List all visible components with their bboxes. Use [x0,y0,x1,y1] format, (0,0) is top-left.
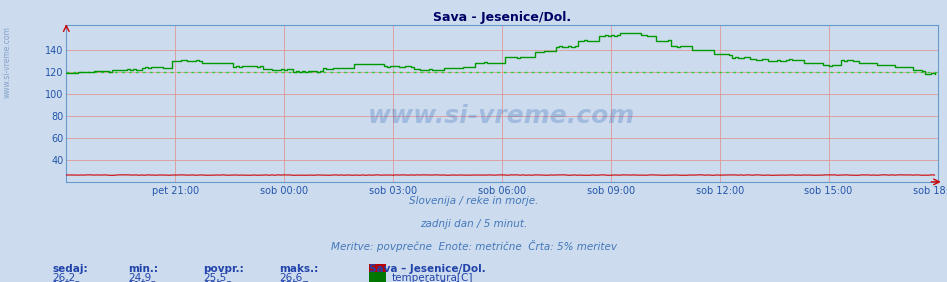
Text: 113,3: 113,3 [128,281,158,282]
Text: 153,7: 153,7 [279,281,310,282]
Text: 26,2: 26,2 [52,273,76,282]
Text: 26,6: 26,6 [279,273,303,282]
Text: temperatura[C]: temperatura[C] [392,273,474,282]
Text: zadnji dan / 5 minut.: zadnji dan / 5 minut. [420,219,527,229]
Text: Meritve: povprečne  Enote: metrične  Črta: 5% meritev: Meritve: povprečne Enote: metrične Črta:… [331,240,616,252]
Text: www.si-vreme.com: www.si-vreme.com [3,26,12,98]
Text: maks.:: maks.: [279,264,318,274]
Text: www.si-vreme.com: www.si-vreme.com [368,104,635,128]
Text: 25,5: 25,5 [204,273,227,282]
Text: sedaj:: sedaj: [52,264,88,274]
Text: min.:: min.: [128,264,158,274]
Text: Sava – Jesenice/Dol.: Sava – Jesenice/Dol. [369,264,486,274]
Text: povpr.:: povpr.: [204,264,244,274]
Title: Sava - Jesenice/Dol.: Sava - Jesenice/Dol. [433,11,571,24]
Text: 24,9: 24,9 [128,273,152,282]
Text: 113,3: 113,3 [52,281,82,282]
Text: 130,3: 130,3 [204,281,233,282]
Text: pretok[m3/s]: pretok[m3/s] [392,281,460,282]
Text: Slovenija / reke in morje.: Slovenija / reke in morje. [409,197,538,206]
